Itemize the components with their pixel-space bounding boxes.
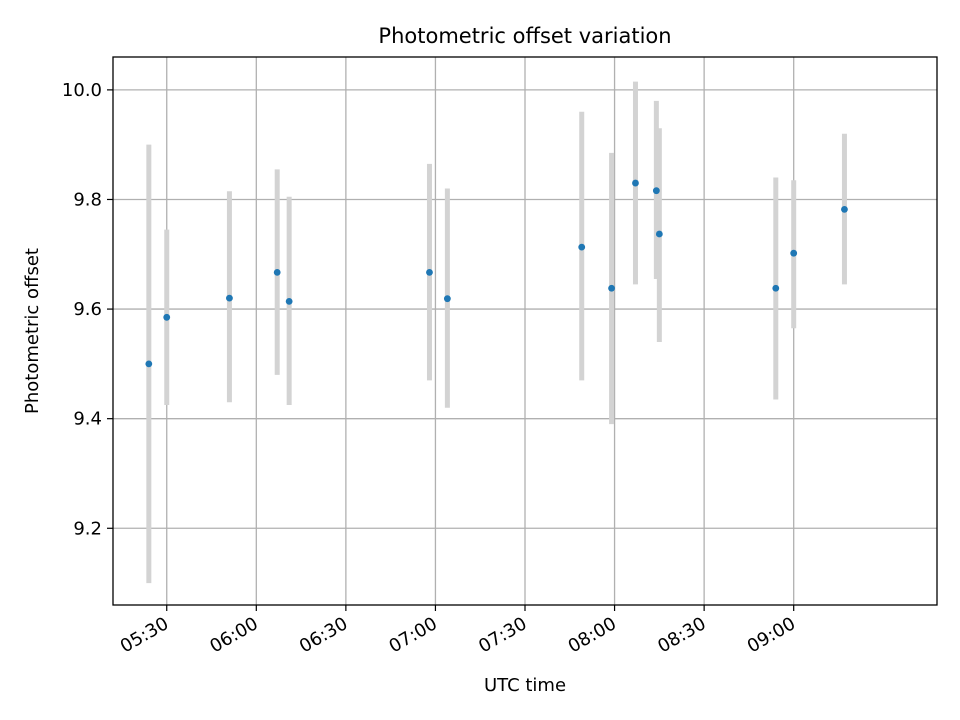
- data-point: [578, 243, 586, 251]
- y-tick-label: 9.4: [73, 409, 102, 430]
- data-point: [772, 284, 780, 292]
- data-point: [790, 249, 798, 257]
- data-point: [652, 187, 660, 195]
- y-tick-label: 9.8: [73, 189, 102, 210]
- y-tick-label: 9.2: [73, 518, 102, 539]
- data-point: [841, 205, 848, 213]
- data-point: [226, 294, 233, 302]
- data-point: [608, 284, 615, 292]
- y-axis-ticks: 9.2 9.4 9.6 9.8 10.0: [62, 80, 113, 539]
- y-tick-label: 9.6: [73, 299, 102, 320]
- data-point: [273, 268, 281, 276]
- data-point: [145, 360, 153, 368]
- data-points: [145, 179, 848, 368]
- data-point: [655, 230, 663, 238]
- x-axis-title: UTC time: [484, 675, 566, 696]
- y-axis-title: Photometric offset: [22, 248, 43, 414]
- data-point: [632, 179, 639, 187]
- data-point: [163, 313, 171, 321]
- chart-title: Photometric offset variation: [378, 24, 671, 48]
- data-point: [443, 295, 451, 303]
- data-point: [426, 268, 433, 276]
- grid-lines: [113, 57, 937, 605]
- data-point: [285, 298, 293, 305]
- y-tick-label: 10.0: [62, 80, 102, 101]
